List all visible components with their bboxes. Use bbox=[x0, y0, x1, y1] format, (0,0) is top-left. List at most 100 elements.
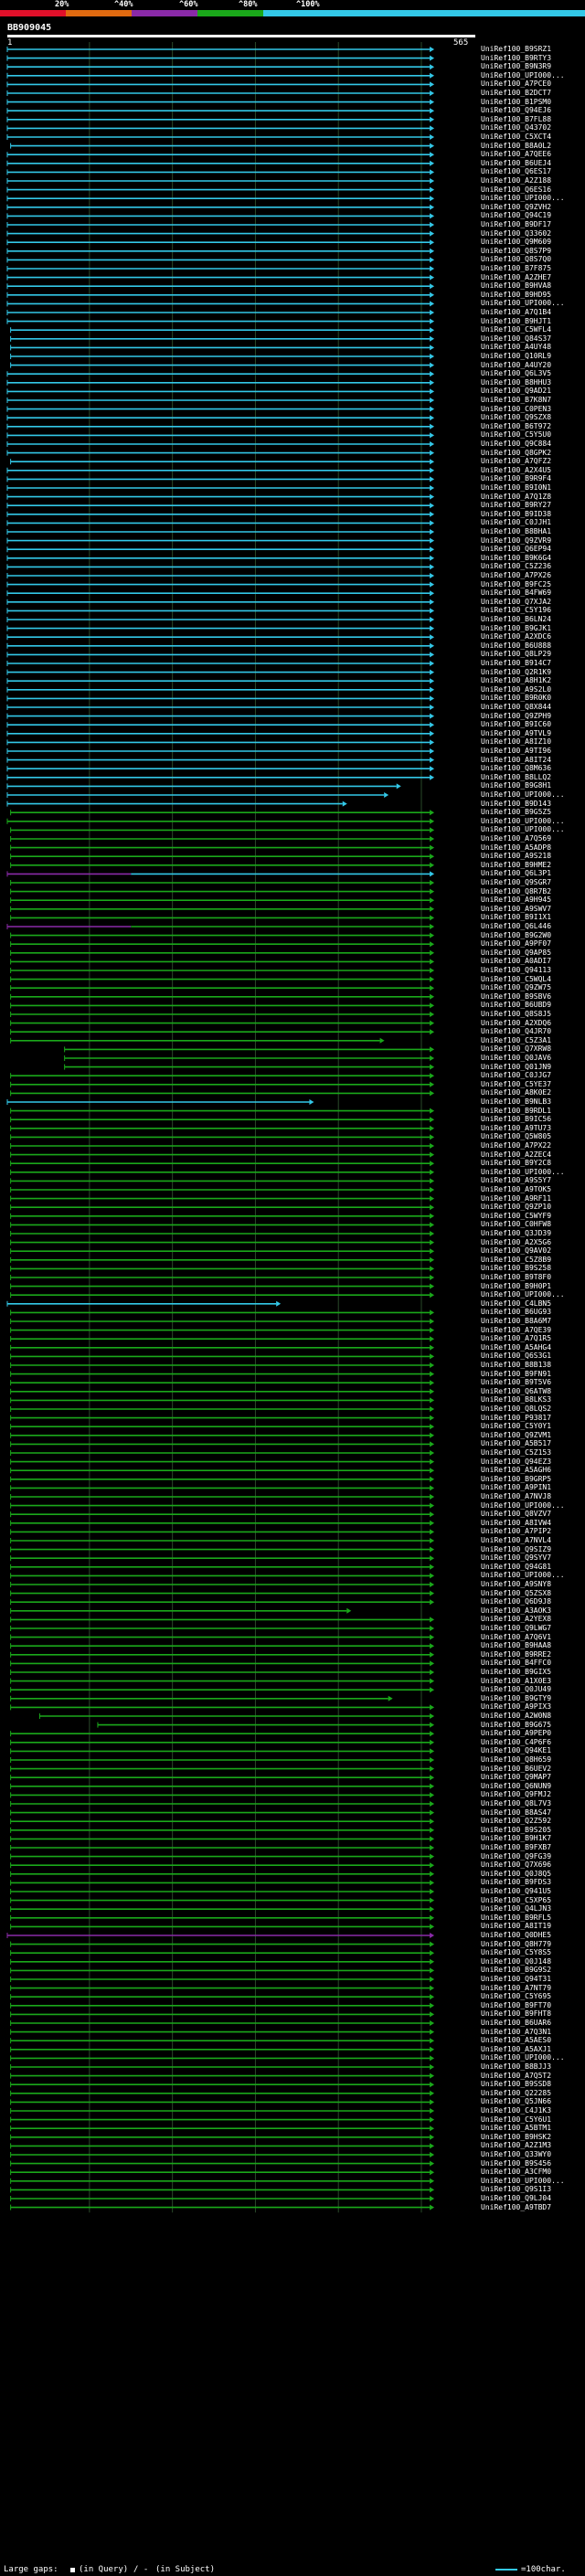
hit-row[interactable] bbox=[10, 844, 435, 851]
hit-row[interactable] bbox=[6, 1099, 314, 1105]
hit-row[interactable] bbox=[10, 1406, 435, 1412]
hit-label[interactable]: UniRef100_Q43702 bbox=[481, 123, 552, 133]
hit-row[interactable] bbox=[6, 493, 435, 500]
hit-label[interactable]: UniRef100_A7NVJ8 bbox=[481, 1492, 552, 1500]
hit-label[interactable]: UniRef100_C5Y0Y1 bbox=[481, 1422, 552, 1431]
hit-row[interactable] bbox=[10, 2082, 435, 2088]
hit-label[interactable]: UniRef100_Q6L3V5 bbox=[481, 369, 552, 378]
hit-row[interactable] bbox=[6, 476, 435, 482]
hit-label[interactable]: UniRef100_C5XP65 bbox=[481, 1895, 552, 1904]
hit-row[interactable] bbox=[6, 204, 435, 210]
hit-label[interactable]: UniRef100_Q94EJ6 bbox=[481, 106, 552, 115]
hit-label[interactable]: UniRef100_C5Z3A1 bbox=[481, 1035, 552, 1044]
hit-label[interactable]: UniRef100_A9TBD7 bbox=[481, 2202, 552, 2211]
hit-label[interactable]: UniRef100_B9G2W0 bbox=[481, 930, 552, 939]
hit-label[interactable]: UniRef100_Q9SGR7 bbox=[481, 878, 552, 886]
hit-label[interactable]: UniRef100_Q9SIZ9 bbox=[481, 1544, 552, 1553]
hit-label[interactable]: UniRef100_Q4LJN3 bbox=[481, 1904, 552, 1913]
hit-label[interactable]: UniRef100_Q9MAP7 bbox=[481, 1773, 552, 1782]
hit-label[interactable]: UniRef100_B9I1X1 bbox=[481, 913, 552, 922]
hit-label[interactable]: UniRef100_B9FXB7 bbox=[481, 1843, 552, 1851]
hit-label[interactable]: UniRef100_C5Y5U0 bbox=[481, 430, 552, 440]
hit-row[interactable] bbox=[6, 55, 435, 61]
hit-row[interactable] bbox=[6, 625, 435, 631]
hit-label[interactable]: UniRef100_A9SNY8 bbox=[481, 1580, 552, 1588]
hit-row[interactable] bbox=[10, 1266, 435, 1272]
hit-label[interactable]: UniRef100_B9G9S2 bbox=[481, 1966, 552, 1975]
hit-row[interactable] bbox=[10, 836, 435, 842]
hit-label[interactable]: UniRef100_B9SRZ1 bbox=[481, 45, 552, 53]
hit-row[interactable] bbox=[10, 1573, 435, 1579]
hit-label[interactable]: UniRef100_P93817 bbox=[481, 1413, 552, 1422]
hit-row[interactable] bbox=[10, 1643, 435, 1649]
hit-row[interactable] bbox=[6, 924, 435, 929]
hit-row[interactable] bbox=[6, 406, 435, 412]
hit-label[interactable]: UniRef100_C5Y8S5 bbox=[481, 1948, 552, 1957]
hit-label[interactable]: UniRef100_A7Q6V1 bbox=[481, 1632, 552, 1641]
hit-label[interactable]: UniRef100_B9HJT1 bbox=[481, 316, 552, 325]
hit-row[interactable] bbox=[10, 1151, 435, 1158]
hit-row[interactable] bbox=[10, 1950, 435, 1956]
hit-row[interactable] bbox=[10, 1660, 435, 1667]
hit-label[interactable]: UniRef100_Q8GPK2 bbox=[481, 448, 552, 457]
hit-row[interactable] bbox=[10, 1081, 435, 1087]
hit-label[interactable]: UniRef100_C0HFW8 bbox=[481, 1220, 552, 1229]
hit-row[interactable] bbox=[10, 1319, 435, 1324]
hit-label[interactable]: UniRef100_C5YE37 bbox=[481, 1079, 552, 1088]
hit-row[interactable] bbox=[6, 783, 401, 790]
hit-row[interactable] bbox=[6, 669, 435, 675]
hit-label[interactable]: UniRef100_A9PEP0 bbox=[481, 1729, 552, 1738]
hit-row[interactable] bbox=[10, 1897, 435, 1903]
hit-label[interactable]: UniRef100_Q8S7P9 bbox=[481, 246, 552, 255]
hit-row[interactable] bbox=[6, 441, 435, 447]
hit-row[interactable] bbox=[6, 642, 435, 649]
hit-row[interactable] bbox=[10, 1117, 435, 1123]
hit-label[interactable]: UniRef100_Q9AV02 bbox=[481, 1246, 552, 1256]
hit-row[interactable] bbox=[10, 1783, 435, 1789]
hit-row[interactable] bbox=[6, 301, 435, 307]
hit-label[interactable]: UniRef100_C5Y695 bbox=[481, 1992, 552, 2001]
hit-label[interactable]: UniRef100_C5XCT4 bbox=[481, 133, 552, 141]
hit-row[interactable] bbox=[6, 432, 435, 439]
hit-label[interactable]: UniRef100_B8BJJ3 bbox=[481, 2062, 552, 2071]
hit-row[interactable] bbox=[10, 976, 435, 982]
hit-label[interactable]: UniRef100_UPI000... bbox=[481, 2176, 565, 2185]
hit-label[interactable]: UniRef100_B9FC25 bbox=[481, 579, 552, 588]
hit-label[interactable]: UniRef100_B9HVA8 bbox=[481, 281, 552, 291]
hit-label[interactable]: UniRef100_B9HME2 bbox=[481, 860, 552, 869]
hit-row[interactable] bbox=[10, 1397, 435, 1404]
hit-label[interactable]: UniRef100_Q6ATW8 bbox=[481, 1386, 552, 1395]
hit-row[interactable] bbox=[6, 686, 435, 693]
hit-row[interactable] bbox=[10, 1012, 435, 1017]
hit-label[interactable]: UniRef100_A2X5G6 bbox=[481, 1237, 552, 1246]
hit-row[interactable] bbox=[6, 467, 435, 473]
hit-row[interactable] bbox=[10, 459, 435, 465]
hit-row[interactable] bbox=[10, 1836, 435, 1842]
hit-row[interactable] bbox=[6, 116, 435, 122]
hit-row[interactable] bbox=[10, 2108, 435, 2114]
hit-label[interactable]: UniRef100_A0ADI7 bbox=[481, 957, 552, 966]
hit-row[interactable] bbox=[6, 64, 435, 70]
hit-row[interactable] bbox=[6, 511, 435, 517]
hit-row[interactable] bbox=[10, 1687, 435, 1693]
hit-row[interactable] bbox=[10, 1108, 435, 1114]
hit-row[interactable] bbox=[10, 354, 435, 359]
hit-row[interactable] bbox=[10, 1853, 435, 1860]
hit-row[interactable] bbox=[10, 1634, 435, 1640]
hit-row[interactable] bbox=[10, 143, 435, 149]
hit-row[interactable] bbox=[10, 1029, 435, 1035]
hit-label[interactable]: UniRef100_A3CFM0 bbox=[481, 2168, 552, 2177]
hit-row[interactable] bbox=[10, 1275, 435, 1280]
hit-label[interactable]: UniRef100_B4FFC0 bbox=[481, 1659, 552, 1668]
hit-label[interactable]: UniRef100_Q94G81 bbox=[481, 1562, 552, 1571]
hit-label[interactable]: UniRef100_UPI000... bbox=[481, 1290, 565, 1299]
hit-label[interactable]: UniRef100_Q0DHE5 bbox=[481, 1931, 552, 1939]
hit-row[interactable] bbox=[10, 1336, 435, 1342]
hit-row[interactable] bbox=[6, 705, 435, 710]
hit-label[interactable]: UniRef100_Q8LQS2 bbox=[481, 1405, 552, 1413]
hit-row[interactable] bbox=[10, 1344, 435, 1351]
hit-label[interactable]: UniRef100_B9FN91 bbox=[481, 1369, 552, 1378]
hit-label[interactable]: UniRef100_Q8S8J5 bbox=[481, 1010, 552, 1018]
hit-label[interactable]: UniRef100_B9IC56 bbox=[481, 1115, 552, 1124]
hit-row[interactable] bbox=[6, 555, 435, 561]
